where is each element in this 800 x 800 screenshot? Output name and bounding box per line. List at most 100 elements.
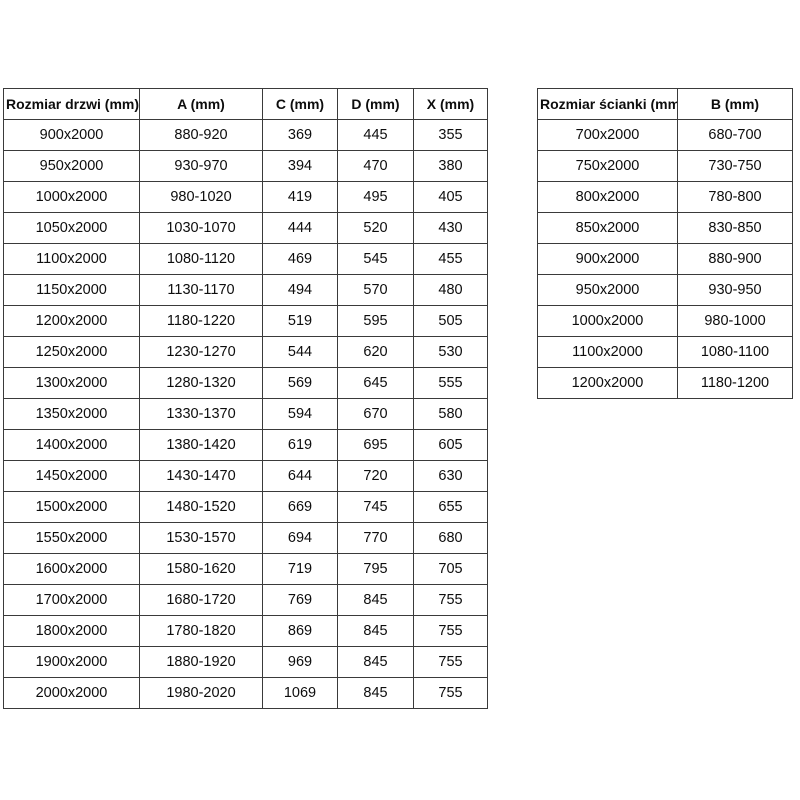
table-row: 700x2000 680-700 (537, 119, 793, 151)
table-cell: 445 (337, 119, 414, 151)
table-cell: 980-1000 (677, 305, 793, 337)
table-cell: 1880-1920 (139, 646, 263, 678)
table-cell: 705 (413, 553, 488, 585)
table-cell: 1100x2000 (3, 243, 140, 275)
table-cell: 1200x2000 (537, 367, 678, 399)
table-cell: 655 (413, 491, 488, 523)
table-cell: 770 (337, 522, 414, 554)
header-row: Rozmiar ścianki (mm) B (mm) (537, 88, 793, 120)
table-cell: 645 (337, 367, 414, 399)
table-cell: 800x2000 (537, 181, 678, 213)
table-cell: 745 (337, 491, 414, 523)
table-cell: 569 (262, 367, 338, 399)
table-cell: 795 (337, 553, 414, 585)
table-cell: 1200x2000 (3, 305, 140, 337)
table-cell: 530 (413, 336, 488, 368)
table-cell: 845 (337, 584, 414, 616)
table-cell: 1330-1370 (139, 398, 263, 430)
table-row: 1350x2000 1330-1370 594 670 580 (3, 398, 488, 430)
table-cell: 405 (413, 181, 488, 213)
table-cell: 1680-1720 (139, 584, 263, 616)
table-row: 950x2000 930-970 394 470 380 (3, 150, 488, 182)
table-cell: 380 (413, 150, 488, 182)
table-row: 1000x2000 980-1000 (537, 305, 793, 337)
table-cell: 419 (262, 181, 338, 213)
table-cell: 1080-1120 (139, 243, 263, 275)
table-cell: 900x2000 (3, 119, 140, 151)
table-cell: 720 (337, 460, 414, 492)
table-cell: 1400x2000 (3, 429, 140, 461)
table-cell: 580 (413, 398, 488, 430)
table-cell: 670 (337, 398, 414, 430)
table-cell: 505 (413, 305, 488, 337)
table-cell: 1700x2000 (3, 584, 140, 616)
table-row: 900x2000 880-900 (537, 243, 793, 275)
table-cell: 1050x2000 (3, 212, 140, 244)
table-row: 1450x2000 1430-1470 644 720 630 (3, 460, 488, 492)
table-cell: 519 (262, 305, 338, 337)
table-cell: 1100x2000 (537, 336, 678, 368)
table-cell: 544 (262, 336, 338, 368)
table-cell: 845 (337, 677, 414, 709)
table-cell: 1550x2000 (3, 522, 140, 554)
table-cell: 755 (413, 646, 488, 678)
table-row: 1600x2000 1580-1620 719 795 705 (3, 553, 488, 585)
table-cell: 900x2000 (537, 243, 678, 275)
table-cell: 1800x2000 (3, 615, 140, 647)
wall-dimensions-table: Rozmiar ścianki (mm) B (mm) 700x2000 680-70… (537, 88, 793, 399)
table-cell: 620 (337, 336, 414, 368)
table-cell: 1280-1320 (139, 367, 263, 399)
table-cell: 480 (413, 274, 488, 306)
table-cell: 1500x2000 (3, 491, 140, 523)
table-cell: 520 (337, 212, 414, 244)
table-cell: 369 (262, 119, 338, 151)
table-cell: 1900x2000 (3, 646, 140, 678)
table-cell: 1350x2000 (3, 398, 140, 430)
table-cell: 830-850 (677, 212, 793, 244)
table-cell: 1250x2000 (3, 336, 140, 368)
table-cell: 755 (413, 615, 488, 647)
table-cell: 495 (337, 181, 414, 213)
table-cell: 750x2000 (537, 150, 678, 182)
table-row: 1100x2000 1080-1100 (537, 336, 793, 368)
table-cell: 780-800 (677, 181, 793, 213)
table-cell: 1450x2000 (3, 460, 140, 492)
table-cell: 755 (413, 677, 488, 709)
table-cell: 880-920 (139, 119, 263, 151)
table-row: 900x2000 880-920 369 445 355 (3, 119, 488, 151)
table-cell: 1530-1570 (139, 522, 263, 554)
table-cell: 869 (262, 615, 338, 647)
table-cell: 545 (337, 243, 414, 275)
table-cell: 605 (413, 429, 488, 461)
table-cell: 700x2000 (537, 119, 678, 151)
table-cell: 430 (413, 212, 488, 244)
table-cell: 695 (337, 429, 414, 461)
column-header: Rozmiar ścianki (mm) (537, 88, 678, 120)
table-cell: 494 (262, 274, 338, 306)
table-cell: 950x2000 (3, 150, 140, 182)
table-cell: 1180-1200 (677, 367, 793, 399)
table-cell: 1000x2000 (3, 181, 140, 213)
table-cell: 1000x2000 (537, 305, 678, 337)
table-cell: 1130-1170 (139, 274, 263, 306)
table-cell: 719 (262, 553, 338, 585)
column-header: D (mm) (337, 88, 414, 120)
table-row: 1000x2000 980-1020 419 495 405 (3, 181, 488, 213)
table-cell: 1150x2000 (3, 274, 140, 306)
table-cell: 470 (337, 150, 414, 182)
table-cell: 595 (337, 305, 414, 337)
table-cell: 730-750 (677, 150, 793, 182)
table-cell: 1980-2020 (139, 677, 263, 709)
table-cell: 455 (413, 243, 488, 275)
table-row: 800x2000 780-800 (537, 181, 793, 213)
table-cell: 594 (262, 398, 338, 430)
table-cell: 1430-1470 (139, 460, 263, 492)
door-dimensions-table: Rozmiar drzwi (mm) A (mm) C (mm) D (mm) X (m… (3, 88, 488, 709)
table-cell: 930-950 (677, 274, 793, 306)
table-cell: 950x2000 (537, 274, 678, 306)
table-cell: 469 (262, 243, 338, 275)
table-cell: 619 (262, 429, 338, 461)
table-row: 1900x2000 1880-1920 969 845 755 (3, 646, 488, 678)
table-cell: 1380-1420 (139, 429, 263, 461)
